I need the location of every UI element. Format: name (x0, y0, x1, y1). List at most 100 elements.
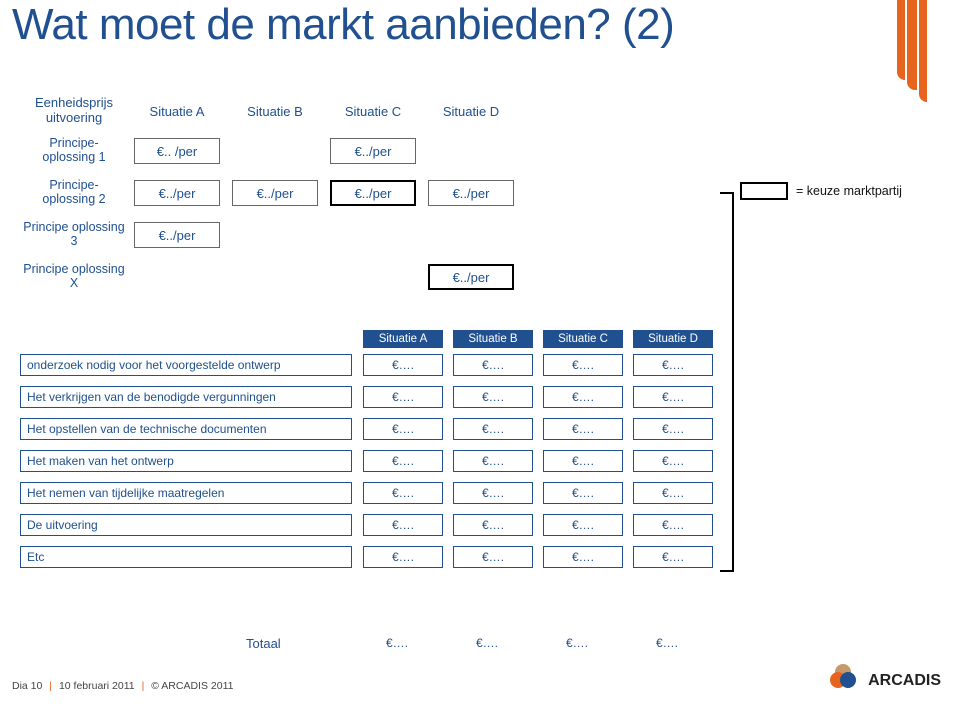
row-description: Het verkrijgen van de benodigde vergunni… (20, 386, 352, 408)
cost-cell: €…. (453, 354, 533, 376)
row-description: Het opstellen van de technische document… (20, 418, 352, 440)
price-cell: €../per (134, 222, 220, 248)
price-cell (232, 222, 318, 248)
row-label: Principe-oplossing 1 (20, 133, 128, 169)
price-cell: €../per (428, 180, 514, 206)
price-cell (134, 264, 220, 290)
cost-cell: €…. (363, 482, 443, 504)
total-value: €…. (357, 632, 437, 654)
cost-cell: €…. (633, 354, 713, 376)
cost-cell: €…. (633, 514, 713, 536)
lower-row: Het maken van het ontwerp €…. €…. €…. €…. (20, 446, 718, 476)
slide: Wat moet de markt aanbieden? (2) Eenheid… (0, 0, 959, 704)
lower-row: Etc €…. €…. €…. €…. (20, 542, 718, 572)
totals-row: Totaal €…. €…. €…. €…. (20, 632, 712, 654)
decoration (897, 0, 905, 80)
legend: = keuze marktpartij (740, 182, 902, 200)
brand-logo: ARCADIS (830, 668, 941, 694)
lower-header-row: Situatie A Situatie B Situatie C Situati… (20, 330, 718, 348)
cost-cell: €…. (363, 386, 443, 408)
lower-row: Het opstellen van de technische document… (20, 414, 718, 444)
top-header-row: Eenheidsprijs uitvoering Situatie A Situ… (20, 95, 520, 127)
cost-cell: €…. (453, 514, 533, 536)
cost-cell: €…. (633, 546, 713, 568)
price-cell: €../per (232, 180, 318, 206)
cost-cell: €…. (363, 546, 443, 568)
legend-text: = keuze marktpartij (796, 184, 902, 198)
lower-row: Het verkrijgen van de benodigde vergunni… (20, 382, 718, 412)
top-matrix: Eenheidsprijs uitvoering Situatie A Situ… (20, 95, 520, 301)
separator-icon: | (49, 680, 52, 692)
footer-date: 10 februari 2011 (59, 680, 135, 692)
total-value: €…. (447, 632, 527, 654)
cost-cell: €…. (453, 450, 533, 472)
cost-cell: €…. (633, 482, 713, 504)
price-cell: €.. /per (134, 138, 220, 164)
row-description: De uitvoering (20, 514, 352, 536)
price-cell: €../per (330, 138, 416, 164)
price-cell: €../per (330, 180, 416, 206)
cost-cell: €…. (453, 546, 533, 568)
cost-cell: €…. (363, 514, 443, 536)
price-cell (232, 138, 318, 164)
situation-header: Situatie A (134, 98, 220, 124)
price-cell (232, 264, 318, 290)
page-title: Wat moet de markt aanbieden? (2) (12, 0, 674, 50)
total-value: €…. (537, 632, 617, 654)
separator-icon: | (142, 680, 145, 692)
footer: Dia 10 | 10 februari 2011 | © ARCADIS 20… (12, 680, 233, 692)
spacer (20, 330, 358, 348)
cost-cell: €…. (543, 546, 623, 568)
lower-row: De uitvoering €…. €…. €…. €…. (20, 510, 718, 540)
lower-row: Het nemen van tijdelijke maatregelen€….€… (20, 478, 718, 508)
price-cell: €../per (428, 264, 514, 290)
price-cell: €../per (134, 180, 220, 206)
row-label: Principe oplossing X (20, 259, 128, 295)
top-row: Principe-oplossing 2€../per€../per€../pe… (20, 175, 520, 211)
cost-cell: €…. (453, 386, 533, 408)
lower-header: Situatie B (453, 330, 533, 348)
lower-header: Situatie C (543, 330, 623, 348)
cost-cell: €…. (453, 418, 533, 440)
lower-header: Situatie D (633, 330, 713, 348)
cost-cell: €…. (543, 386, 623, 408)
row-description: Het maken van het ontwerp (20, 450, 352, 472)
totals-label: Totaal (240, 636, 352, 651)
logo-icon (830, 668, 864, 694)
situation-header: Situatie B (232, 98, 318, 124)
connector-bracket (720, 192, 734, 572)
legend-box-icon (740, 182, 788, 200)
decoration (919, 0, 927, 102)
price-cell (330, 264, 416, 290)
top-row: Principe oplossing X €../per (20, 259, 520, 295)
cost-cell: €…. (543, 482, 623, 504)
decoration (907, 0, 917, 90)
row-description: Etc (20, 546, 352, 568)
price-cell (428, 222, 514, 248)
cost-cell: €…. (543, 418, 623, 440)
situation-header: Situatie D (428, 98, 514, 124)
row-description: onderzoek nodig voor het voorgestelde on… (20, 354, 352, 376)
lower-row: onderzoek nodig voor het voorgestelde on… (20, 350, 718, 380)
cost-cell: €…. (543, 514, 623, 536)
lower-header: Situatie A (363, 330, 443, 348)
logo-text: ARCADIS (868, 672, 941, 690)
cost-cell: €…. (363, 450, 443, 472)
lower-table: Situatie A Situatie B Situatie C Situati… (20, 330, 718, 574)
total-value: €…. (627, 632, 707, 654)
situation-header: Situatie C (330, 98, 416, 124)
price-cell (428, 138, 514, 164)
top-row: Principe oplossing 3€../per (20, 217, 520, 253)
cost-cell: €…. (363, 354, 443, 376)
top-row: Principe-oplossing 1€.. /per €../per (20, 133, 520, 169)
cost-cell: €…. (633, 418, 713, 440)
row-label: Principe-oplossing 2 (20, 175, 128, 211)
cost-cell: €…. (633, 386, 713, 408)
cost-cell: €…. (543, 354, 623, 376)
row-label: Principe oplossing 3 (20, 217, 128, 253)
cost-cell: €…. (543, 450, 623, 472)
cost-cell: €…. (633, 450, 713, 472)
cost-cell: €…. (363, 418, 443, 440)
footer-page: Dia 10 (12, 680, 42, 692)
footer-owner: © ARCADIS 2011 (151, 680, 233, 692)
